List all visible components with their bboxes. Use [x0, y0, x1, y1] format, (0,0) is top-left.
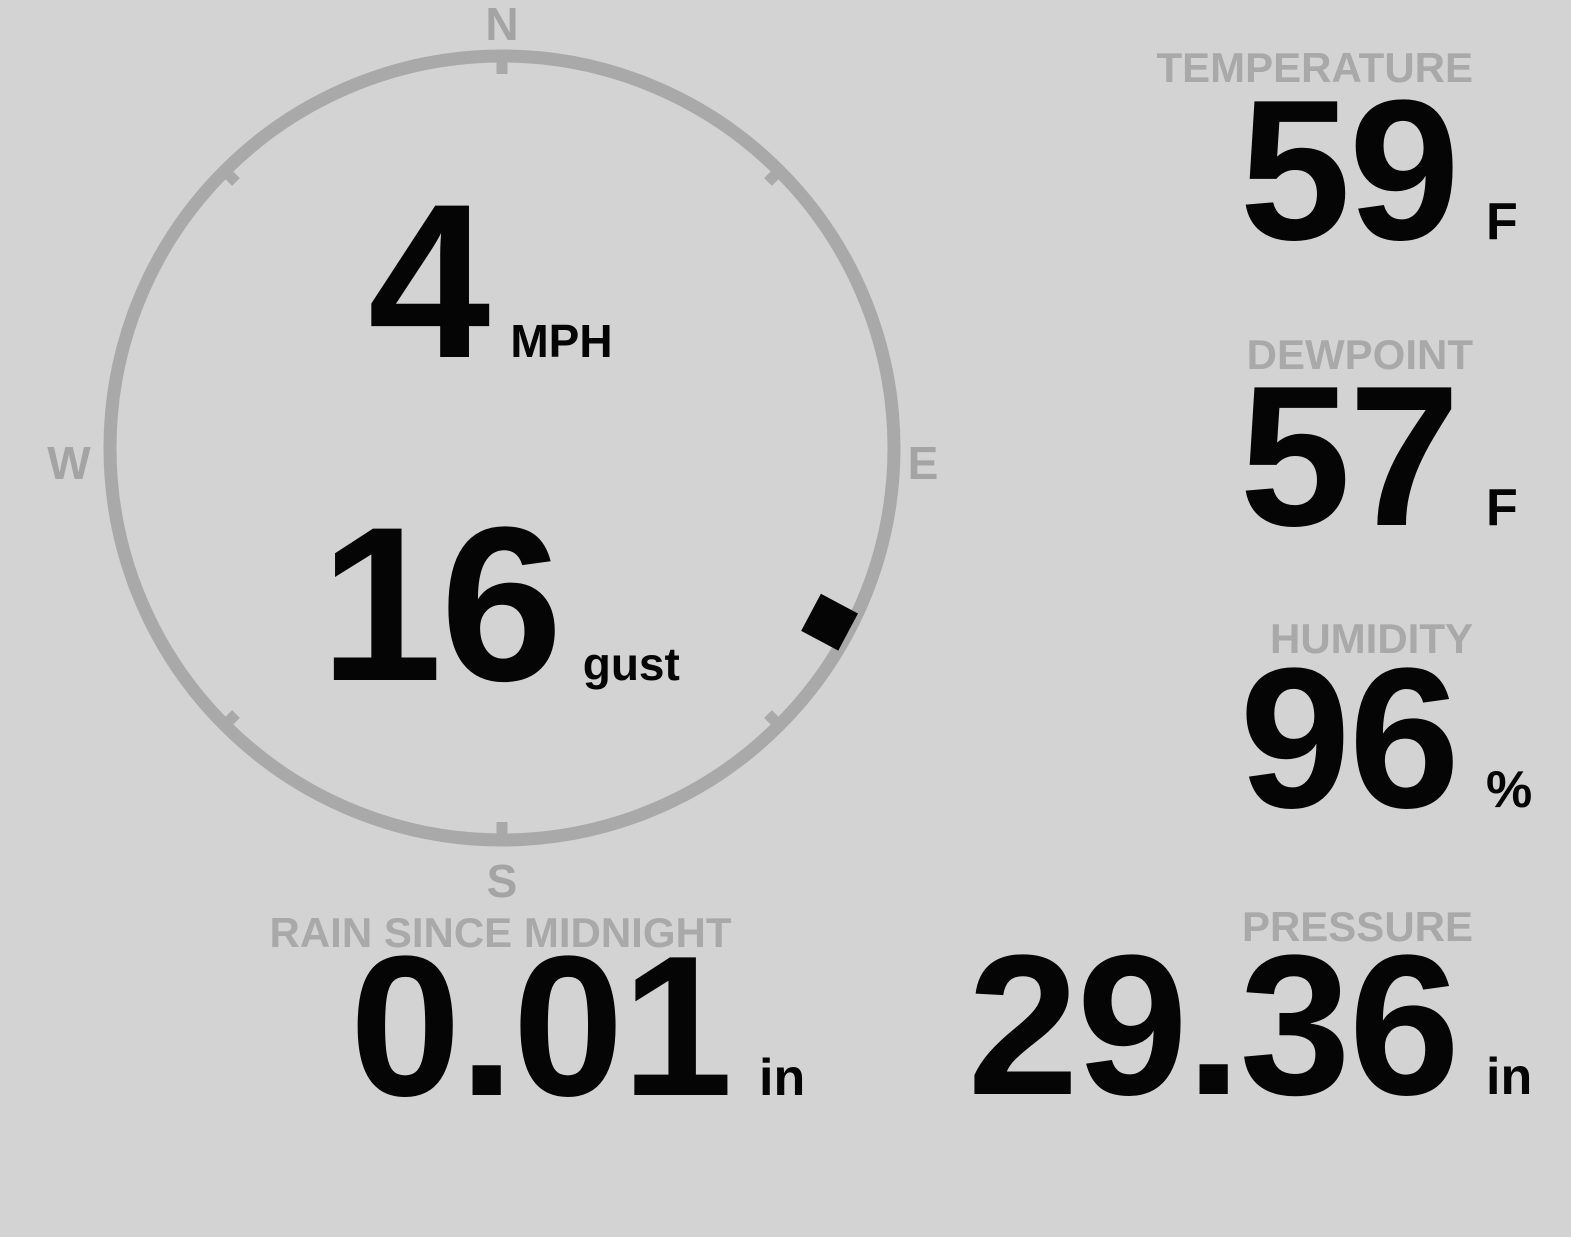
compass-tick-southwest [219, 710, 240, 731]
rain-unit: in [759, 1049, 806, 1107]
compass-tick-southeast [764, 710, 785, 731]
dewpoint-unit: F [1486, 479, 1518, 537]
compass-tick-northwest [219, 165, 240, 186]
pressure-label: PRESSURE [1241, 903, 1473, 950]
wind-speed-value: 4 [368, 158, 490, 404]
compass-label-east: E [908, 437, 939, 489]
rain-value: 0.01 [349, 915, 733, 1138]
wind-direction-marker [801, 593, 858, 651]
humidity-unit: % [1486, 761, 1533, 819]
wind-speed: 4 MPH [368, 171, 613, 391]
dewpoint-reading: 57 F [1240, 357, 1550, 557]
temperature-value: 59 [1239, 59, 1460, 282]
compass-tick-northeast [764, 165, 785, 186]
temperature-label: TEMPERATURE [1156, 44, 1473, 91]
wind-compass: N E S W [47, 0, 939, 907]
compass-label-south: S [487, 855, 518, 907]
humidity-value: 96 [1239, 627, 1460, 850]
dewpoint-label: DEWPOINT [1246, 331, 1473, 378]
wind-speed-unit: MPH [510, 315, 613, 367]
temperature-unit: F [1486, 193, 1518, 251]
rain-label: RAIN SINCE MIDNIGHT [269, 909, 732, 956]
compass-ticks [219, 58, 785, 838]
pressure-reading: 29.36 in [968, 926, 1551, 1126]
compass-label-north: N [485, 0, 518, 50]
pressure-value: 29.36 [967, 914, 1460, 1137]
temperature-reading: 59 F [1240, 71, 1550, 271]
dewpoint-value: 57 [1239, 345, 1460, 568]
compass-ring [103, 49, 901, 847]
compass-label-west: W [47, 437, 91, 489]
wind-gust-value: 16 [320, 481, 563, 727]
wind-gust: 16 gust [320, 494, 680, 714]
rain-reading: 0.01 in [178, 927, 823, 1127]
wind-gust-label: gust [582, 638, 680, 690]
pressure-unit: in [1486, 1048, 1533, 1106]
humidity-label: HUMIDITY [1270, 615, 1473, 662]
humidity-reading: 96 % [1240, 639, 1550, 839]
